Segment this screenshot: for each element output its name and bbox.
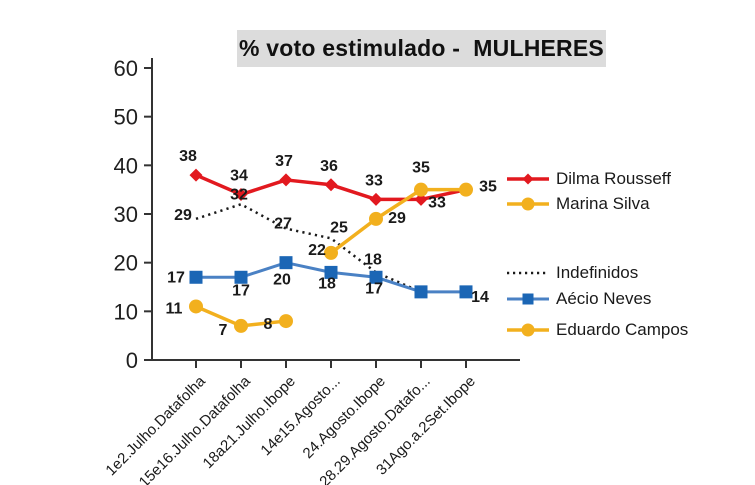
data-label: 29 xyxy=(174,207,192,224)
marker-square xyxy=(234,270,248,284)
data-label: 33 xyxy=(428,194,446,211)
y-tick-label: 60 xyxy=(114,56,138,81)
data-label: 32 xyxy=(230,186,248,203)
series-eduardo-campos xyxy=(189,299,293,333)
data-label: 22 xyxy=(308,242,326,259)
y-tick-label: 40 xyxy=(114,153,138,178)
marker-diamond xyxy=(189,168,203,182)
marker-square xyxy=(369,270,383,284)
marker-circle xyxy=(459,182,473,197)
marker-square xyxy=(279,256,293,270)
data-label: 25 xyxy=(330,219,348,236)
marker-square xyxy=(324,265,338,279)
marker-circle xyxy=(324,245,338,260)
y-tick-label: 30 xyxy=(114,202,138,227)
data-label: 33 xyxy=(365,172,383,189)
data-label: 17 xyxy=(365,280,383,297)
data-label: 17 xyxy=(167,269,185,286)
marker-square xyxy=(189,270,203,284)
data-label: 18 xyxy=(364,251,382,268)
data-label: 8 xyxy=(264,316,273,333)
data-label: 20 xyxy=(273,272,291,289)
axes xyxy=(151,58,520,361)
data-label: 35 xyxy=(479,179,497,196)
y-tick-label: 50 xyxy=(114,105,138,130)
chart-title: % voto estimulado - MULHERES xyxy=(237,30,606,67)
marker-square xyxy=(414,285,428,299)
series-aécio-neves xyxy=(189,256,473,299)
marker-circle xyxy=(414,182,428,197)
data-label: 17 xyxy=(232,282,250,299)
y-tick-label: 20 xyxy=(114,251,138,276)
data-label: 34 xyxy=(230,168,248,185)
data-label: 38 xyxy=(179,148,197,165)
data-labels: 38 34 37 36 33 33 22 29 35 35 29 32 27 25 18 17 17 20 18 17… xyxy=(166,148,497,339)
marker-circle xyxy=(189,299,203,314)
series-marina-silva xyxy=(324,182,473,260)
y-tick-label: 10 xyxy=(114,299,138,324)
marker-diamond xyxy=(324,178,338,192)
data-label: 29 xyxy=(388,210,406,227)
marker-circle xyxy=(369,211,383,226)
data-label: 11 xyxy=(166,300,183,317)
data-label: 18 xyxy=(318,275,336,292)
marker-diamond xyxy=(279,173,293,187)
marker-diamond xyxy=(414,192,428,206)
y-tick-label: 0 xyxy=(126,348,138,373)
marker-diamond xyxy=(369,192,383,206)
data-label: 27 xyxy=(274,216,292,233)
marker-circle xyxy=(279,314,293,329)
marker-diamond xyxy=(234,188,248,202)
y-axis: 0 10 20 30 40 50 60 xyxy=(114,56,152,373)
series-indefinidos xyxy=(195,203,422,294)
x-axis: 1e2.Julho.Datafolha15e16.Julho.Datafolha… xyxy=(102,360,479,485)
x-tick-label: 24.Agosto.Ibope xyxy=(300,373,389,462)
data-label: 36 xyxy=(320,158,338,175)
x-tick-label: 14e15.Agosto... xyxy=(257,373,343,459)
marker-square xyxy=(459,285,473,299)
data-label: 14 xyxy=(471,289,489,306)
data-label: 7 xyxy=(219,322,228,339)
data-label: 35 xyxy=(412,160,430,177)
marker-circle xyxy=(234,318,248,333)
data-label: 37 xyxy=(275,153,293,170)
